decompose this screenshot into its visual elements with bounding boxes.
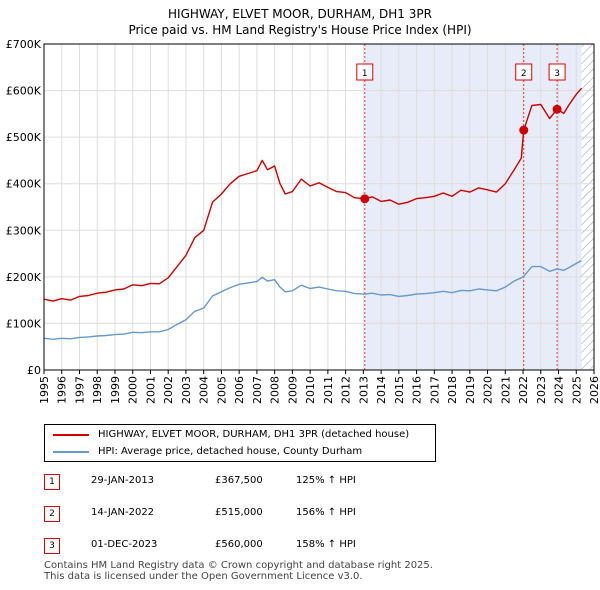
sale-hpi-change: 156% ↑ HPI: [296, 507, 356, 518]
sale-point: [519, 125, 529, 135]
forecast-hatch: [581, 44, 594, 370]
x-tick-label: 2020: [482, 376, 495, 404]
x-tick-label: 1997: [73, 376, 86, 404]
x-tick-label: 1995: [38, 376, 51, 404]
x-tick-label: 1996: [56, 376, 69, 404]
sale-point: [360, 194, 370, 204]
chart-legend: HIGHWAY, ELVET MOOR, DURHAM, DH1 3PR (de…: [44, 424, 436, 462]
x-tick-label: 2011: [322, 376, 335, 404]
x-tick-label: 2016: [411, 376, 424, 404]
footer-attribution: Contains HM Land Registry data © Crown c…: [44, 560, 433, 582]
x-tick-label: 2017: [428, 376, 441, 404]
y-tick-label: £0: [27, 364, 41, 377]
footer-line-2: This data is licensed under the Open Gov…: [44, 571, 363, 582]
x-tick-label: 2021: [499, 376, 512, 404]
x-tick-label: 1998: [91, 376, 104, 404]
sale-date: 01-DEC-2023: [91, 539, 158, 550]
sale-price: £367,500: [215, 475, 263, 486]
legend-label-hpi: HPI: Average price, detached house, Coun…: [98, 446, 363, 457]
legend-swatch-property: [53, 434, 89, 436]
sale-number-badge: 3: [44, 538, 60, 554]
x-tick-label: 2022: [517, 376, 530, 404]
legend-swatch-hpi: [53, 451, 89, 453]
x-tick-label: 2005: [215, 376, 228, 404]
table-row: 1 29-JAN-2013 £367,500 125% ↑ HPI: [44, 472, 444, 492]
y-tick-label: £500K: [6, 131, 42, 144]
x-tick-label: 2013: [357, 376, 370, 404]
y-tick-label: £600K: [6, 85, 42, 98]
sale-number-badge: 2: [44, 506, 60, 522]
x-tick-label: 2003: [180, 376, 193, 404]
sale-date: 14-JAN-2022: [91, 507, 155, 518]
y-tick-label: £300K: [6, 224, 42, 237]
title-line: HIGHWAY, ELVET MOOR, DURHAM, DH1 3PR: [168, 7, 432, 21]
y-tick-label: £700K: [6, 38, 42, 51]
x-tick-label: 2026: [588, 376, 600, 404]
x-tick-label: 2010: [304, 376, 317, 404]
y-tick-label: £100K: [6, 317, 42, 330]
x-tick-label: 2019: [464, 376, 477, 404]
x-tick-label: 2002: [162, 376, 175, 404]
x-tick-label: 1999: [109, 376, 122, 404]
chart-title: HIGHWAY, ELVET MOOR, DURHAM, DH1 3PR Pri…: [0, 6, 600, 38]
legend-label-property: HIGHWAY, ELVET MOOR, DURHAM, DH1 3PR (de…: [98, 429, 410, 440]
price-chart: 1 2 3 £0 £100K £200K £300K £400K £500K £600K £700…: [6, 38, 600, 404]
sale-point: [552, 104, 562, 114]
table-row: 3 01-DEC-2023 £560,000 158% ↑ HPI: [44, 536, 444, 556]
sale-hpi-change: 125% ↑ HPI: [296, 475, 356, 486]
series-line-property: [43, 87, 583, 302]
x-tick-label: 2004: [198, 376, 211, 404]
x-tick-label: 2015: [393, 376, 406, 404]
plot-frame: [43, 43, 595, 371]
x-tick-label: 2024: [553, 376, 566, 404]
sale-hpi-change: 158% ↑ HPI: [296, 539, 356, 550]
sale-date: 29-JAN-2013: [91, 475, 155, 486]
x-tick-label: 2009: [286, 376, 299, 404]
x-tick-label: 2001: [144, 376, 157, 404]
y-tick-label: £200K: [6, 271, 42, 284]
subtitle-line: Price paid vs. HM Land Registry's House …: [128, 23, 472, 37]
x-tick-label: 2023: [535, 376, 548, 404]
x-tick-label: 2000: [127, 376, 140, 404]
sale-marker-box: [548, 63, 566, 81]
sale-marker-box: [356, 63, 374, 81]
sale-price: £560,000: [215, 539, 263, 550]
x-tick-label: 2018: [446, 376, 459, 404]
sale-number-badge: 1: [44, 474, 60, 490]
y-tick-label: £400K: [6, 178, 42, 191]
sale-marker-label: 1: [362, 69, 368, 79]
x-tick-label: 2012: [340, 376, 353, 404]
x-tick-label: 2014: [375, 376, 388, 404]
shaded-period: [364, 44, 582, 370]
x-tick-label: 2025: [570, 376, 583, 404]
x-tick-label: 2006: [233, 376, 246, 404]
sale-marker-label: 3: [554, 69, 560, 79]
sale-marker-label: 2: [521, 69, 527, 79]
x-tick-label: 2008: [269, 376, 282, 404]
footer-line-1: Contains HM Land Registry data © Crown c…: [44, 560, 433, 571]
sale-price: £515,000: [215, 507, 263, 518]
x-tick-label: 2007: [251, 376, 264, 404]
table-row: 2 14-JAN-2022 £515,000 156% ↑ HPI: [44, 504, 444, 524]
series-line-hpi: [43, 259, 582, 340]
sale-marker-box: [515, 63, 533, 81]
